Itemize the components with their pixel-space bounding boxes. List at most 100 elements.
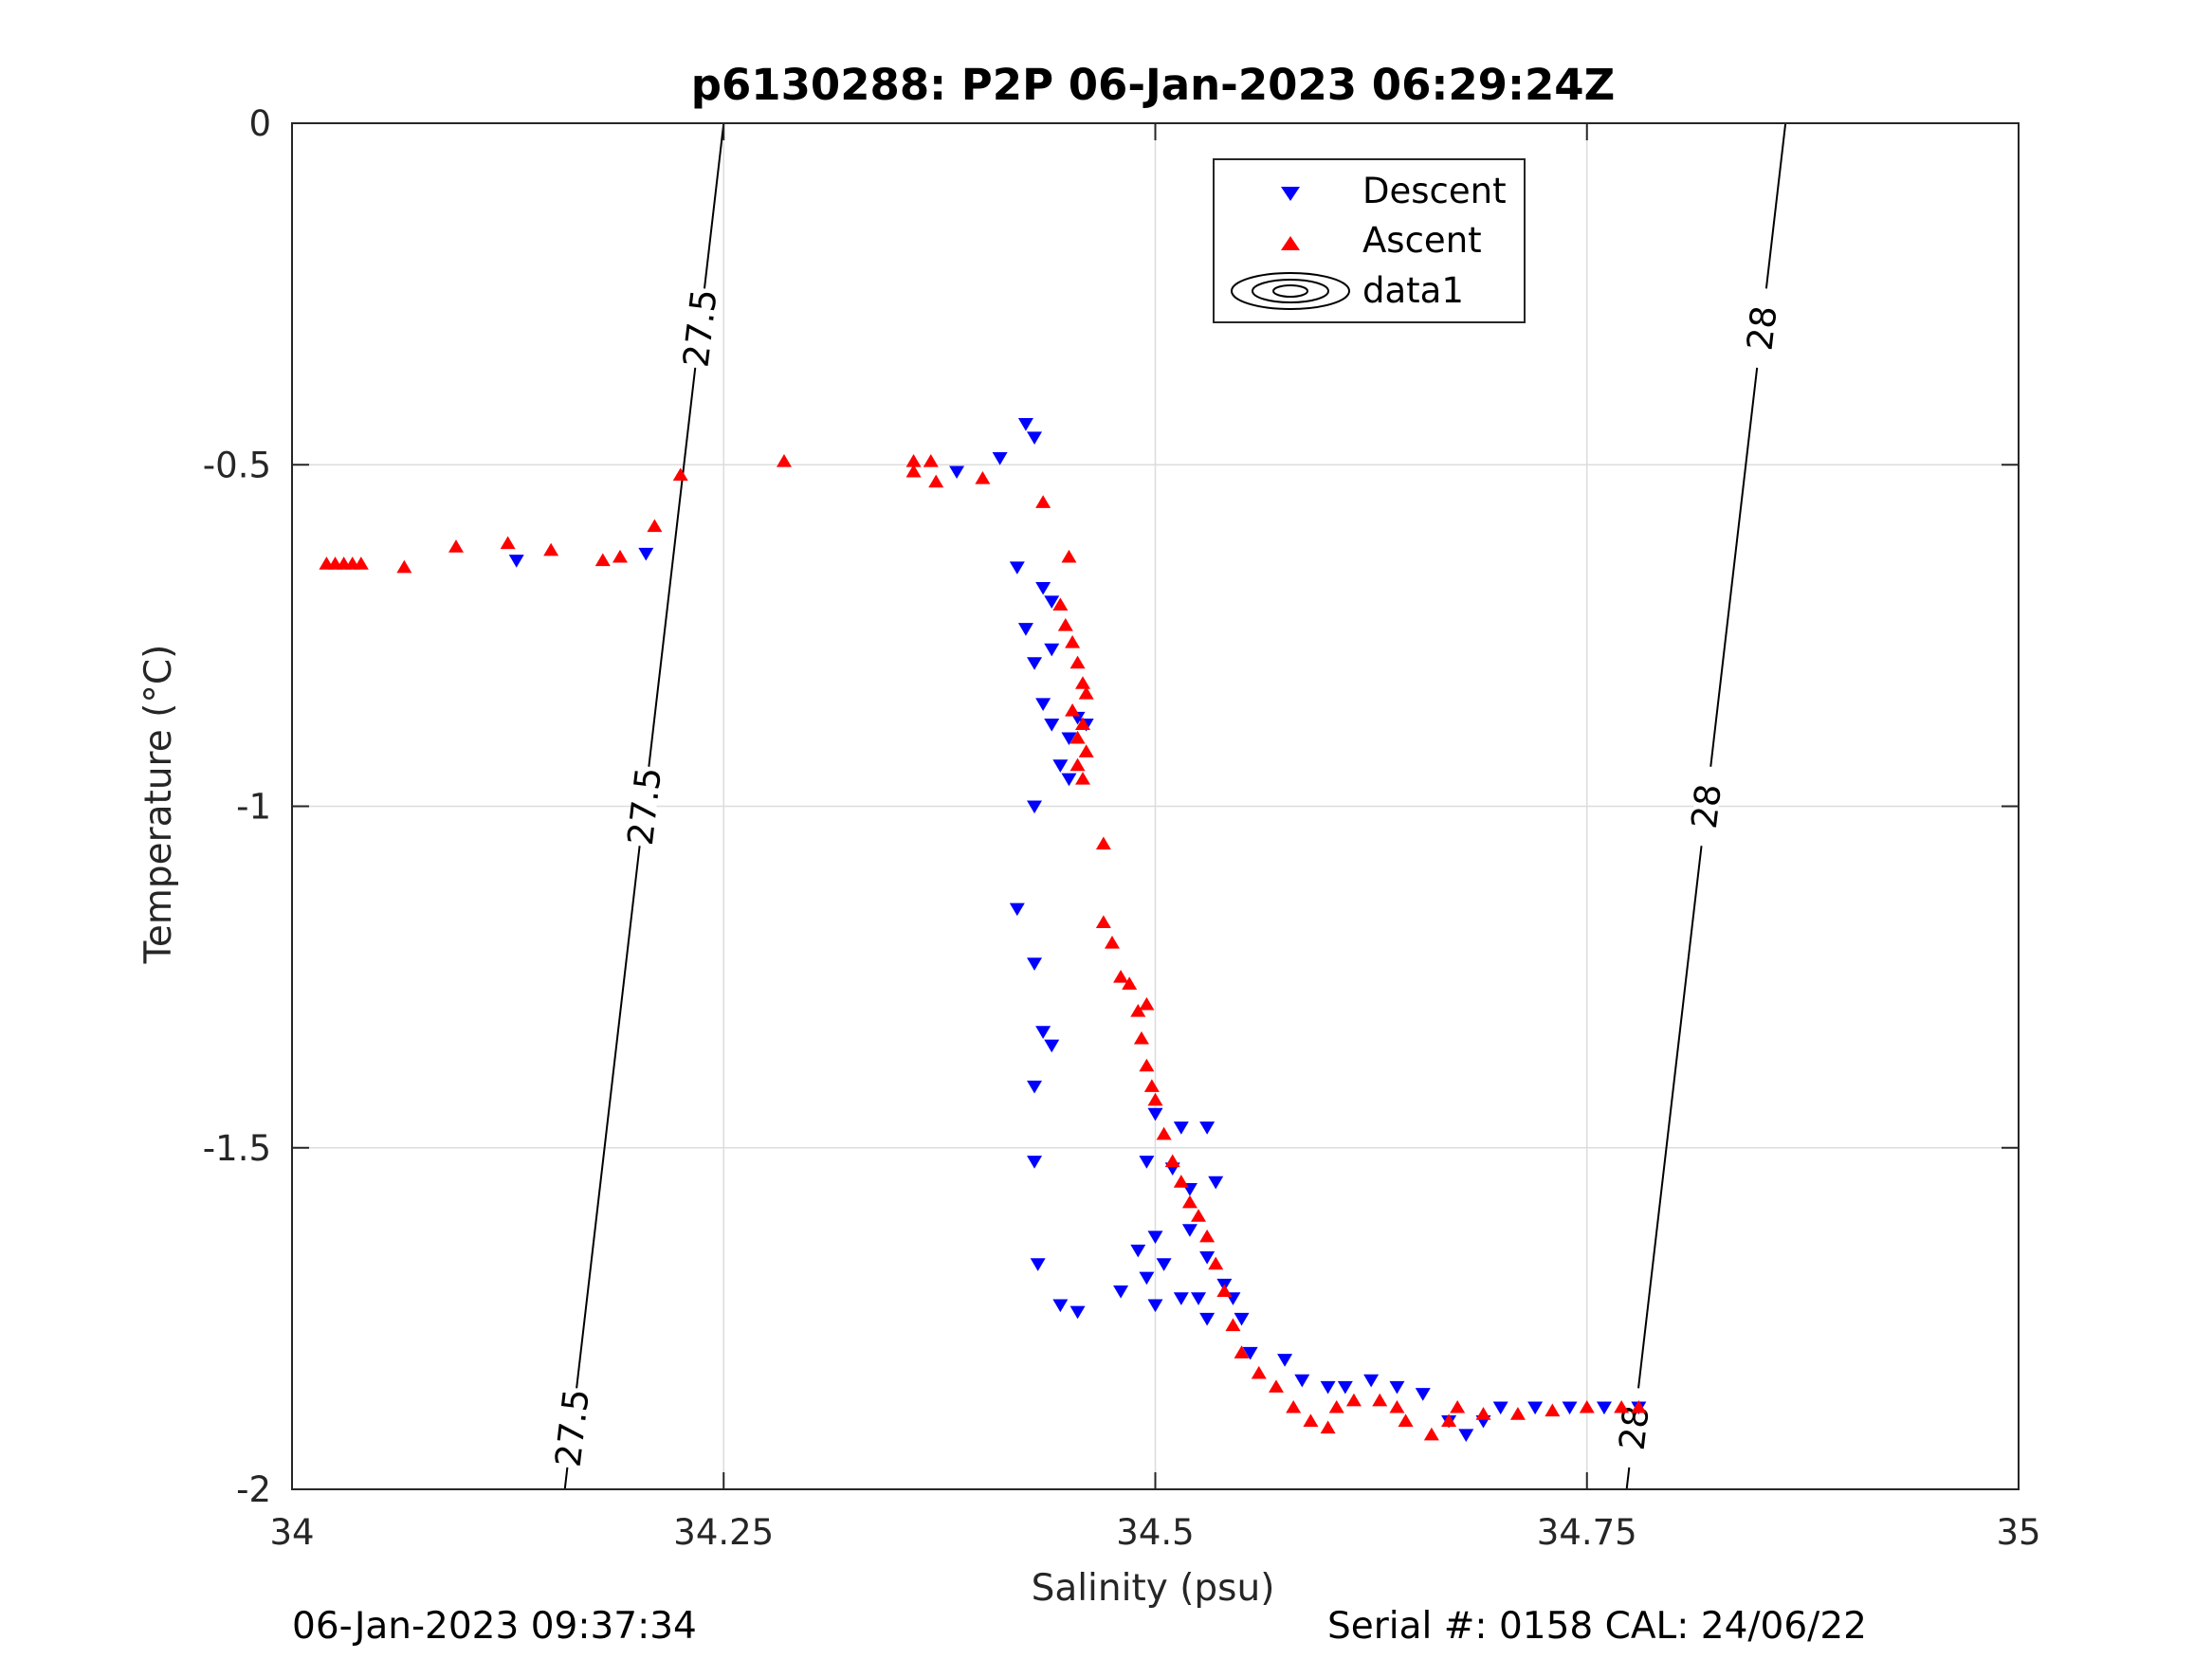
- ascent-marker: [1234, 1345, 1250, 1358]
- ascent-marker: [1075, 676, 1091, 689]
- contour-label-gap: [1745, 286, 1779, 370]
- ascent-marker: [1398, 1413, 1414, 1427]
- descent-marker: [1130, 1244, 1146, 1258]
- descent-marker: [1199, 1121, 1216, 1135]
- ascent-marker: [1450, 1399, 1466, 1413]
- descent-marker: [1052, 1299, 1069, 1313]
- ascent-marker: [975, 471, 991, 484]
- ascent-marker: [672, 467, 688, 482]
- descent-marker: [1017, 418, 1033, 431]
- descent-marker: [1363, 1374, 1380, 1388]
- x-tick-label: 34.5: [1116, 1512, 1194, 1553]
- ascent-marker: [1545, 1403, 1561, 1417]
- descent-marker: [1113, 1285, 1129, 1299]
- descent-marker: [1389, 1380, 1405, 1395]
- ascent-marker: [1133, 1030, 1149, 1045]
- ascent-marker: [1268, 1379, 1284, 1393]
- ascent-marker: [1095, 915, 1111, 928]
- descent-marker: [1139, 1271, 1155, 1285]
- ascent-marker: [1075, 717, 1091, 731]
- legend: Descent Ascent data1: [1213, 158, 1526, 323]
- descent-marker: [1156, 1258, 1172, 1271]
- descent-marker: [1035, 1026, 1051, 1039]
- ascent-marker: [612, 549, 628, 563]
- descent-marker: [1173, 1292, 1189, 1305]
- descent-marker: [1044, 1039, 1060, 1053]
- ascent-marker: [1372, 1393, 1388, 1407]
- contour-label-gap: [683, 286, 717, 370]
- ascent-marker: [1345, 1393, 1362, 1407]
- ascent-marker: [1078, 744, 1094, 757]
- ascent-marker: [1173, 1175, 1189, 1188]
- descent-marker: [1527, 1401, 1544, 1415]
- ascent-marker: [353, 556, 369, 570]
- ascent-marker: [1208, 1256, 1224, 1270]
- x-tick-label: 34.75: [1537, 1512, 1637, 1553]
- ascent-marker: [1147, 1092, 1163, 1106]
- descent-marker: [1139, 1156, 1155, 1169]
- ascent-marker: [1104, 936, 1120, 949]
- descent-marker: [1415, 1388, 1431, 1401]
- chart-title: p6130288: P2P 06-Jan-2023 06:29:24Z: [691, 60, 1616, 110]
- ascent-marker: [1614, 1399, 1630, 1413]
- legend-descent-label: Descent: [1362, 171, 1507, 211]
- ascent-marker: [647, 519, 663, 533]
- ascent-marker: [396, 559, 412, 574]
- descent-marker: [1027, 1156, 1043, 1169]
- x-axis-label: Salinity (psu): [1032, 1567, 1275, 1610]
- ascent-marker: [1065, 634, 1081, 648]
- ascent-marker: [1061, 549, 1077, 563]
- descent-marker: [1009, 902, 1025, 917]
- ascent-marker: [923, 454, 939, 467]
- contour-label: 28: [1684, 782, 1729, 831]
- descent-marker: [1173, 1121, 1189, 1135]
- descent-marker: [1027, 1080, 1043, 1094]
- y-tick-label: 0: [248, 103, 271, 144]
- descent-marker: [1191, 1292, 1207, 1305]
- descent-marker: [1199, 1251, 1216, 1265]
- descent-marker: [1044, 595, 1060, 609]
- contour-label: 27.5: [676, 287, 725, 370]
- ascent-marker: [1286, 1399, 1302, 1413]
- descent-marker: [1027, 957, 1043, 971]
- descent-marker: [1596, 1401, 1612, 1415]
- descent-marker: [1208, 1176, 1224, 1190]
- ascent-marker: [1303, 1413, 1319, 1427]
- ascent-marker: [1065, 703, 1081, 717]
- ascent-marker: [594, 553, 611, 567]
- ascent-marker: [1052, 597, 1069, 611]
- ascent-marker: [1139, 1058, 1155, 1072]
- ascent-marker: [1122, 976, 1138, 990]
- footer-timestamp: 06-Jan-2023 09:37:34: [292, 1605, 697, 1648]
- contour-label: 28: [1739, 303, 1784, 353]
- descent-marker: [1009, 561, 1025, 574]
- ascent-marker: [1069, 730, 1086, 744]
- ascent-marker: [1069, 757, 1086, 772]
- descent-marker: [1320, 1380, 1336, 1395]
- descent-marker: [992, 452, 1008, 465]
- ascent-marker: [1631, 1399, 1647, 1413]
- ascent-marker: [1225, 1318, 1241, 1332]
- descent-marker: [508, 555, 524, 568]
- footer-serial-cal: Serial #: 0158 CAL: 24/06/22: [1327, 1605, 1867, 1648]
- ascent-marker: [543, 542, 559, 556]
- descent-marker: [1061, 732, 1077, 746]
- ascent-marker: [1509, 1407, 1526, 1420]
- legend-descent-marker: [1281, 187, 1300, 201]
- ascent-marker: [1475, 1407, 1491, 1420]
- ascent-marker: [905, 464, 922, 478]
- descent-marker: [638, 547, 654, 561]
- legend-contour-icon: [1231, 272, 1350, 310]
- descent-marker: [1277, 1354, 1293, 1367]
- ascent-marker: [1078, 686, 1094, 700]
- ascent-marker: [1057, 617, 1073, 631]
- contour-label-gap: [627, 765, 662, 848]
- y-axis-label: Temperature (°C): [137, 645, 180, 965]
- ascent-marker: [1579, 1399, 1595, 1413]
- descent-marker: [1027, 657, 1043, 670]
- descent-marker: [1052, 759, 1069, 773]
- y-tick-label: -1: [236, 787, 271, 828]
